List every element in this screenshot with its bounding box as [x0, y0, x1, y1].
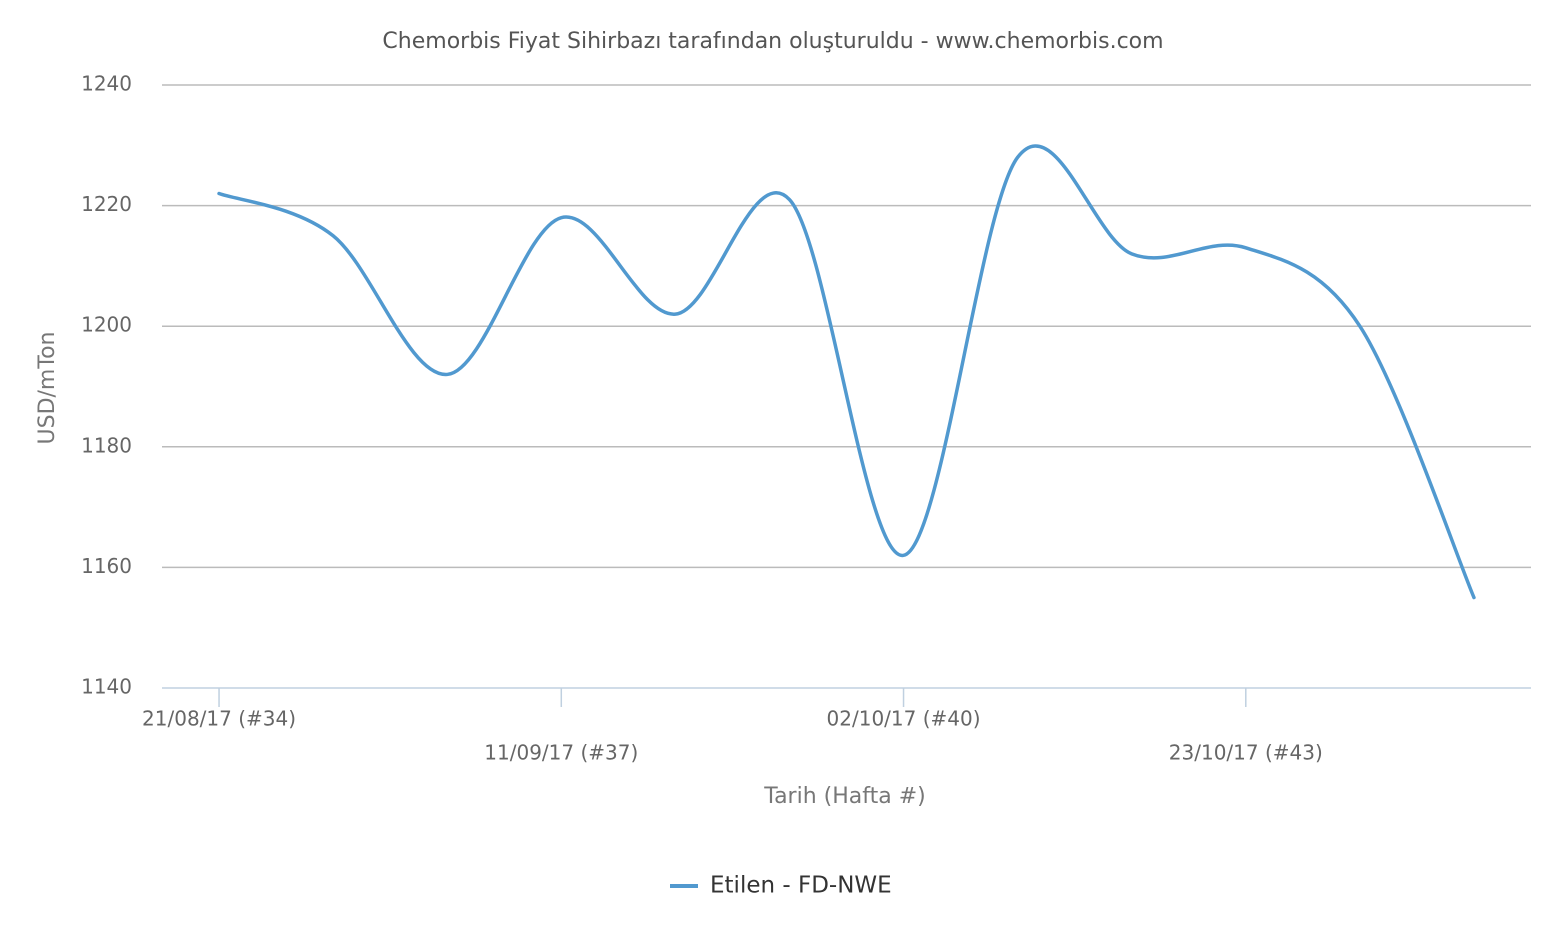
y-tick-label: 1220 — [81, 192, 132, 216]
y-tick-label: 1180 — [81, 433, 132, 457]
y-tick-label: 1160 — [81, 554, 132, 578]
x-tick-label: 02/10/17 (#40) — [827, 707, 981, 731]
x-tick-label: 11/09/17 (#37) — [484, 741, 638, 765]
series-line — [217, 144, 1476, 600]
chart-title: Chemorbis Fiyat Sihirbazı tarafından olu… — [382, 29, 1163, 54]
legend-label: Etilen - FD-NWE — [710, 873, 892, 899]
x-tick-label: 21/08/17 (#34) — [142, 707, 296, 731]
x-tick-label: 23/10/17 (#43) — [1169, 741, 1323, 765]
y-tick-label: 1200 — [81, 313, 132, 337]
x-axis-title: Tarih (Hafta #) — [763, 784, 925, 809]
y-axis-title: USD/mTon — [35, 332, 60, 445]
y-tick-label: 1240 — [81, 72, 132, 96]
y-tick-label: 1140 — [81, 675, 132, 699]
